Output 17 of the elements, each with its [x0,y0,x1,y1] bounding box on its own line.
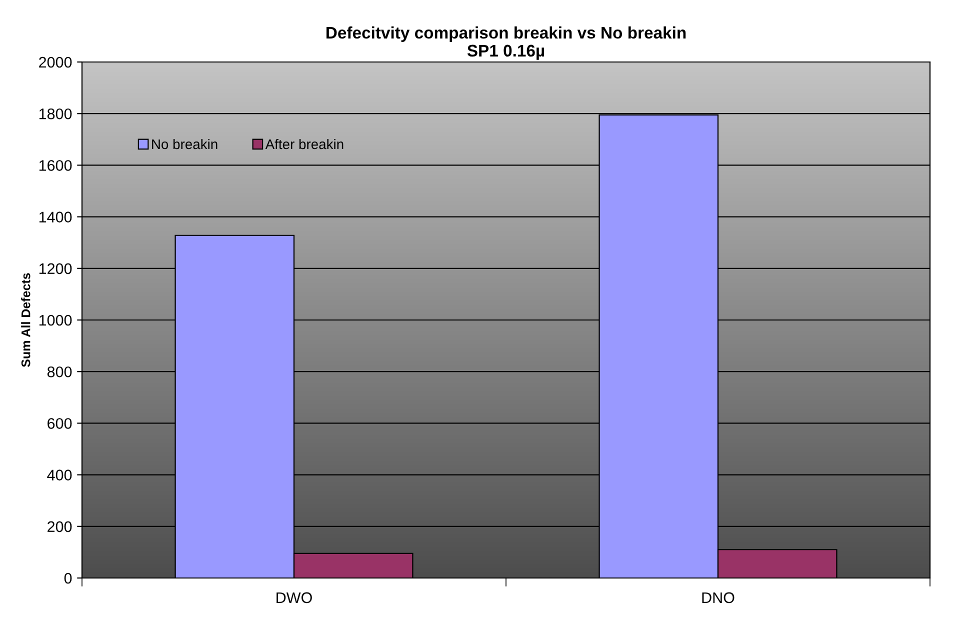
y-tick-label: 1800 [39,108,72,120]
chart-title: Defecitvity comparison breakin vs No breakin SP1 0.16µ [326,26,686,60]
legend-label: No breakin [152,138,218,150]
y-axis-title: Sum All Defects [21,273,30,367]
y-tick-label: 2000 [39,56,72,68]
legend-label: After breakin [265,138,344,150]
y-tick-label: 800 [47,366,72,378]
y-tick-label: 1200 [39,263,72,274]
y-tick-label: 600 [48,418,72,429]
y-tick-label: 1600 [39,160,72,171]
y-tick-label: 0 [64,572,72,584]
x-tick-label: DNO [702,592,734,604]
y-tick-label: 1400 [39,212,72,222]
x-tick-label: DWO [276,592,312,604]
y-tick-label: 200 [48,521,72,532]
y-tick-label: 1000 [39,314,72,326]
y-tick-label: 400 [47,470,72,480]
